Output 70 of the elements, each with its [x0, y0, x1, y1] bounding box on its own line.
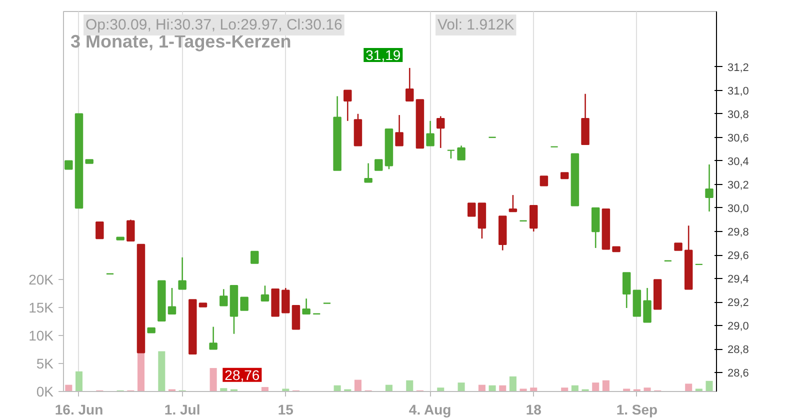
y-tick-label: 31,2	[728, 62, 749, 74]
y-tick-label: 30,4	[728, 156, 749, 168]
y-tick-label: 28,6	[728, 368, 749, 380]
candlestick	[643, 287, 652, 323]
candlestick	[540, 176, 548, 186]
y-tick-label: 29,4	[728, 274, 749, 286]
bar	[602, 380, 610, 392]
bar	[406, 380, 414, 392]
candlestick	[220, 288, 228, 306]
x-tick-label: 16. Jun	[54, 402, 104, 418]
candlestick	[282, 287, 290, 314]
candlestick	[592, 207, 600, 249]
candlestick	[260, 284, 270, 302]
text: 3 Monate, 1-Tages-Kerzen	[70, 32, 292, 52]
annotation: Op:30.09, Hi:30.37, Lo:29.97, Cl:30.16	[86, 16, 342, 34]
candlestick	[178, 256, 186, 290]
y2-tick-label: 0K	[36, 384, 54, 400]
candlestick	[344, 90, 352, 122]
y-tick-label: 30,8	[728, 108, 749, 121]
x-tick-label: 4. Aug	[408, 402, 452, 418]
bar	[354, 380, 362, 392]
candlestick	[426, 120, 434, 146]
candlestick	[395, 114, 404, 146]
candlestick	[126, 219, 135, 242]
bar	[592, 382, 600, 392]
candlestick	[302, 298, 310, 315]
bar	[458, 382, 465, 392]
bar	[509, 376, 516, 392]
bar	[706, 380, 713, 392]
y-tick-label: 30,6	[728, 132, 749, 144]
candlestick	[705, 164, 714, 212]
x-tick-label: 18	[526, 402, 542, 418]
y-tick-label: 31,0	[728, 85, 749, 98]
candlestick	[436, 116, 445, 149]
candlestick	[622, 272, 631, 309]
y2-tick-label: 20K	[28, 272, 54, 288]
candlestick	[240, 296, 248, 311]
candlestick	[96, 221, 104, 240]
candlestick	[209, 326, 218, 350]
y-tick-label: 30,0	[728, 202, 749, 215]
candlestick	[508, 194, 518, 212]
candlestick	[292, 305, 300, 330]
annotation: Vol: 1.912K	[438, 16, 514, 34]
annotation: 31,19	[366, 46, 401, 63]
candlestick	[406, 67, 414, 102]
candlestick	[468, 202, 476, 217]
candlestick	[457, 144, 466, 160]
y-tick-label: 29,6	[728, 250, 749, 262]
y-tick-label: 29,0	[728, 320, 749, 333]
y-tick-label: 30,2	[728, 179, 749, 192]
y2-tick-label: 5K	[36, 356, 54, 372]
bar	[137, 352, 145, 392]
x-tick-label: 15	[278, 402, 294, 418]
bar	[75, 371, 83, 392]
y2-tick-label: 15K	[28, 300, 54, 316]
x-tick-label: 1. Sep	[616, 402, 658, 418]
y2-tick-label: 10K	[28, 328, 54, 344]
candlestick	[364, 162, 372, 183]
candlestick	[530, 204, 538, 232]
y-tick-label: 28,8	[728, 344, 749, 356]
y-tick-label: 29,8	[728, 226, 749, 238]
x-tick-label: 1. Jul	[164, 402, 200, 418]
candlestick	[168, 287, 176, 315]
candlestick	[250, 250, 259, 264]
candlestick	[374, 159, 383, 171]
y-tick-label: 29,2	[728, 297, 749, 310]
bar	[685, 384, 692, 392]
bar	[158, 351, 166, 392]
bar	[210, 368, 217, 392]
annotation: 28,76	[224, 366, 260, 383]
